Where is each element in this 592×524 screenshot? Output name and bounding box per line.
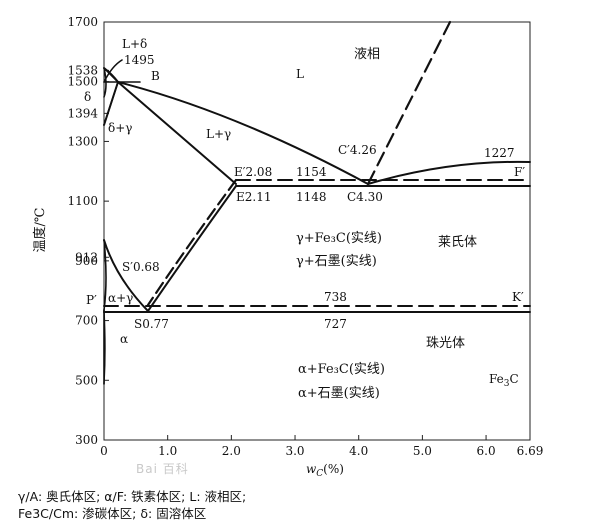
- label-fe3c: Fe3C: [489, 372, 519, 389]
- label-1148: 1148: [296, 190, 327, 204]
- label-1495: 1495: [124, 53, 155, 67]
- gp-line: [103, 239, 107, 311]
- y-tick-label: 1100: [67, 194, 98, 208]
- y-tick-label: 700: [75, 314, 98, 328]
- label-c: C4.30: [347, 190, 383, 204]
- x-tick-label: 5.0: [413, 444, 432, 458]
- y-tick-label: 1394: [67, 106, 98, 120]
- label-alpha-gamma: α+γ: [108, 291, 133, 305]
- phase-lines: [103, 20, 531, 385]
- plot-frame: [103, 21, 531, 441]
- label-738: 738: [324, 290, 347, 304]
- delta-line-1: [103, 67, 119, 83]
- x-tick-label: 2.0: [222, 444, 241, 458]
- y-tick-label: 500: [75, 373, 98, 387]
- phase-diagram: 170015381500139413001100912900700500300 …: [32, 15, 543, 479]
- label-austenite-graphite: γ+石墨(实线): [296, 254, 377, 269]
- delta-line-3: [103, 67, 107, 98]
- label-l-delta: L+δ: [122, 37, 147, 51]
- x-tick-label: 0: [100, 444, 108, 458]
- label-ledeburite: 莱氏体: [438, 235, 477, 250]
- label-1154: 1154: [296, 165, 327, 179]
- label-k-prime: K′: [512, 290, 524, 304]
- y-axis-label: 温度/℃: [32, 208, 48, 253]
- label-727: 727: [324, 317, 347, 331]
- y-tick-label: 1300: [67, 134, 98, 148]
- delta-arc: [103, 59, 123, 83]
- x-tick-label: 4.0: [349, 444, 368, 458]
- label-1227: 1227: [484, 146, 515, 160]
- legend-line-2: Fe3C/Cm: 渗碳体区; δ: 固溶体区: [18, 506, 207, 521]
- graphite-liquidus-dashed: [366, 20, 452, 186]
- solidus-line: [103, 81, 237, 185]
- label-ferrite-fe3c: α+Fe₃C(实线): [298, 362, 385, 377]
- y-tick-label: 1538: [67, 63, 98, 77]
- liquidus-cd-line: [367, 160, 531, 185]
- label-f-prime: F′: [514, 165, 525, 179]
- x-tick-label: 1.0: [158, 444, 177, 458]
- label-ferrite-graphite: α+石墨(实线): [298, 386, 380, 401]
- es-line-solid: [147, 185, 237, 312]
- label-liquid: 液相: [354, 47, 380, 62]
- label-e: E2.11: [236, 190, 271, 204]
- label-l: L: [296, 67, 304, 81]
- x-axis-ticks: 0 1.0 2.0 3.0 4.0 5.0 6.0 6.69: [100, 435, 543, 458]
- label-austenite-fe3c: γ+Fe₃C(实线): [296, 231, 382, 246]
- label-s-prime: S′0.68: [122, 260, 160, 274]
- label-s: S0.77: [134, 317, 169, 331]
- x-tick-label: 6.69: [517, 444, 544, 458]
- label-b: B: [151, 69, 160, 83]
- label-p-prime: P′: [86, 293, 97, 307]
- y-tick-label: 1500: [67, 75, 98, 89]
- label-c-prime: C′4.26: [338, 143, 377, 157]
- y-tick-label: 900: [75, 254, 98, 268]
- label-l-gamma: L+γ: [206, 127, 231, 141]
- x-tick-label: 6.0: [477, 444, 496, 458]
- label-delta-gamma: δ+γ: [108, 121, 132, 135]
- label-pearlite: 珠光体: [426, 336, 465, 351]
- label-alpha: α: [120, 332, 128, 346]
- es-line-dashed: [146, 178, 238, 307]
- gs-line: [103, 239, 149, 312]
- x-axis-label: wC(%): [306, 462, 344, 479]
- legend-line-1: γ/A: 奥氏体区; α/F: 铁素体区; L: 液相区;: [18, 489, 247, 504]
- pq-curve: [103, 309, 106, 385]
- watermark: Bai 百科: [136, 462, 189, 476]
- label-e-prime: E′2.08: [234, 165, 272, 179]
- y-tick-label: 300: [75, 433, 98, 447]
- y-tick-label: 912: [75, 250, 98, 264]
- x-tick-label: 3.0: [285, 444, 304, 458]
- y-tick-label: 1700: [67, 15, 98, 29]
- label-delta: δ: [84, 90, 91, 104]
